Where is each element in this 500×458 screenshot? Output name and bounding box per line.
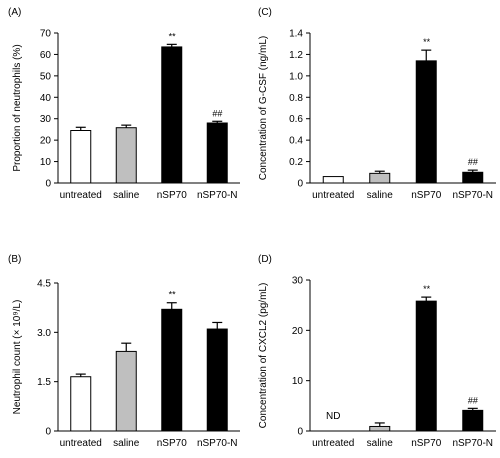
x-tick-label: nSP70-N bbox=[197, 190, 238, 201]
x-tick-label: nSP70-N bbox=[452, 438, 493, 449]
x-tick-label: untreated bbox=[312, 438, 354, 449]
bar bbox=[415, 300, 437, 432]
y-tick-label: 0 bbox=[45, 427, 51, 438]
x-tick-label: nSP70 bbox=[411, 438, 441, 449]
y-axis-label: Proportion of neutrophils (%) bbox=[12, 44, 23, 171]
panel-label: (C) bbox=[258, 7, 272, 18]
x-tick-label: nSP70 bbox=[157, 190, 187, 201]
y-tick-label: 70 bbox=[40, 29, 52, 40]
y-tick-label: 40 bbox=[40, 93, 52, 104]
bar bbox=[206, 122, 228, 184]
bar bbox=[161, 46, 183, 184]
bar bbox=[322, 176, 344, 184]
y-axis-label: Concentration of G-CSF (ng/mL) bbox=[258, 36, 269, 181]
x-tick-label: untreated bbox=[312, 190, 354, 201]
y-axis-label: Concentration of CXCL2 (pg/mL) bbox=[258, 283, 269, 429]
y-tick-label: 0.2 bbox=[289, 157, 303, 168]
y-tick-label: 10 bbox=[292, 376, 304, 387]
y-tick-label: 1.4 bbox=[289, 29, 303, 40]
significance-mark: ** bbox=[168, 290, 176, 300]
panel-label: (B) bbox=[8, 254, 21, 265]
panel-c: (C) Concentration of G-CSF (ng/mL) 0 0.2 0.4… bbox=[258, 7, 496, 201]
y-tick-label: 0 bbox=[297, 179, 303, 190]
significance-mark: ## bbox=[468, 395, 479, 405]
bar bbox=[70, 130, 92, 184]
y-tick-label: 20 bbox=[40, 136, 52, 147]
bar bbox=[161, 308, 183, 432]
x-tick-label: saline bbox=[367, 190, 394, 201]
y-tick-label: 60 bbox=[40, 50, 52, 61]
y-tick-label: 3.0 bbox=[37, 328, 51, 339]
y-tick-label: 50 bbox=[40, 71, 52, 82]
significance-mark: ** bbox=[168, 31, 176, 41]
significance-mark: ** bbox=[423, 37, 431, 47]
y-tick-label: 10 bbox=[40, 157, 52, 168]
y-tick-label: 1.5 bbox=[37, 377, 51, 388]
x-tick-label: saline bbox=[113, 190, 140, 201]
x-tick-label: nSP70 bbox=[411, 190, 441, 201]
bar bbox=[206, 328, 228, 432]
y-tick-label: 1.2 bbox=[289, 50, 303, 61]
x-tick-label: nSP70-N bbox=[197, 438, 238, 449]
bar bbox=[462, 409, 484, 432]
y-tick-label: 30 bbox=[40, 114, 52, 125]
panel-b: (B) Neutrophil count (× 10⁹/L) 0 1.5 3.0 4.5 u… bbox=[8, 254, 240, 449]
x-tick-label: nSP70-N bbox=[452, 190, 493, 201]
x-tick-label: saline bbox=[113, 438, 140, 449]
y-tick-label: 0.6 bbox=[289, 114, 303, 125]
significance-mark: ## bbox=[212, 108, 223, 118]
x-tick-label: untreated bbox=[60, 190, 102, 201]
bar bbox=[70, 376, 92, 432]
x-tick-label: nSP70 bbox=[157, 438, 187, 449]
bar bbox=[115, 127, 137, 184]
significance-mark: ## bbox=[468, 157, 479, 167]
y-tick-label: 30 bbox=[292, 276, 304, 287]
bar bbox=[369, 425, 391, 432]
significance-mark: ** bbox=[423, 284, 431, 294]
y-tick-label: 1.0 bbox=[289, 71, 303, 82]
panel-a: (A) Proportion of neutrophils (%) 0 10 20 30 4… bbox=[8, 7, 240, 201]
bar bbox=[462, 171, 484, 184]
y-tick-label: 0 bbox=[297, 427, 303, 438]
bar bbox=[415, 60, 437, 184]
y-tick-label: 20 bbox=[292, 326, 304, 337]
panel-d: (D) Concentration of CXCL2 (pg/mL) 0 10 20 30… bbox=[258, 254, 496, 449]
y-axis-label: Neutrophil count (× 10⁹/L) bbox=[12, 300, 23, 415]
y-tick-label: 0.4 bbox=[289, 136, 303, 147]
panel-label: (D) bbox=[258, 254, 272, 265]
panel-label: (A) bbox=[8, 7, 21, 18]
nd-label: ND bbox=[326, 411, 340, 422]
x-tick-label: untreated bbox=[60, 438, 102, 449]
y-tick-label: 0.8 bbox=[289, 93, 303, 104]
bar bbox=[369, 172, 391, 184]
x-tick-label: saline bbox=[367, 438, 394, 449]
y-tick-label: 0 bbox=[45, 179, 51, 190]
y-tick-label: 4.5 bbox=[37, 279, 51, 290]
bar bbox=[115, 350, 137, 432]
